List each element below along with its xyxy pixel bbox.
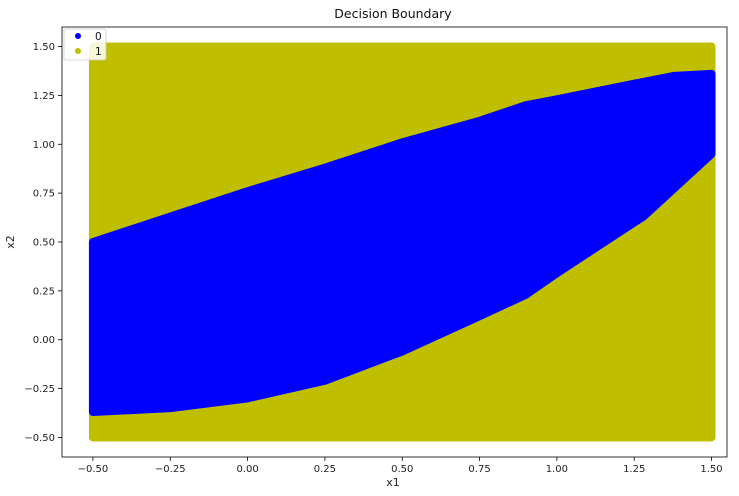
x-tick-label: 0.50 — [391, 464, 413, 475]
y-tick-label: 0.75 — [33, 189, 55, 200]
legend-label-class-1: 1 — [95, 46, 102, 58]
y-tick-label: 1.50 — [33, 42, 55, 53]
chart-title: Decision Boundary — [334, 6, 452, 21]
y-axis-ticks: −0.50 −0.25 0.00 0.25 0.50 0.75 1.00 1.25 1.50 — [24, 42, 62, 444]
legend-marker-class-0 — [75, 33, 81, 39]
y-tick-label: 1.25 — [33, 91, 55, 102]
legend-label-class-0: 0 — [95, 31, 102, 43]
y-tick-label: 0.50 — [33, 238, 55, 249]
y-tick-label: 0.25 — [33, 286, 55, 297]
x-axis-label: x1 — [386, 476, 400, 489]
class-0-region — [88, 69, 716, 417]
legend: 0 1 — [63, 28, 107, 61]
x-tick-label: −0.50 — [78, 464, 109, 475]
y-tick-label: 1.00 — [33, 140, 55, 151]
y-tick-label: −0.50 — [24, 433, 55, 444]
x-tick-label: −0.25 — [155, 464, 186, 475]
x-tick-label: 1.50 — [700, 464, 722, 475]
legend-marker-class-1 — [75, 48, 81, 54]
y-axis-label: x2 — [4, 235, 17, 249]
x-tick-label: 1.00 — [546, 464, 568, 475]
y-tick-label: −0.25 — [24, 384, 55, 395]
x-tick-label: 1.25 — [623, 464, 645, 475]
x-tick-label: 0.25 — [314, 464, 336, 475]
x-axis-ticks: −0.50 −0.25 0.00 0.25 0.50 0.75 1.00 1.25 1.50 — [78, 457, 723, 475]
x-tick-label: 0.00 — [236, 464, 258, 475]
y-tick-label: 0.00 — [33, 335, 55, 346]
regions-layer — [88, 42, 716, 442]
legend-box — [63, 28, 107, 61]
x-tick-label: 0.75 — [468, 464, 490, 475]
